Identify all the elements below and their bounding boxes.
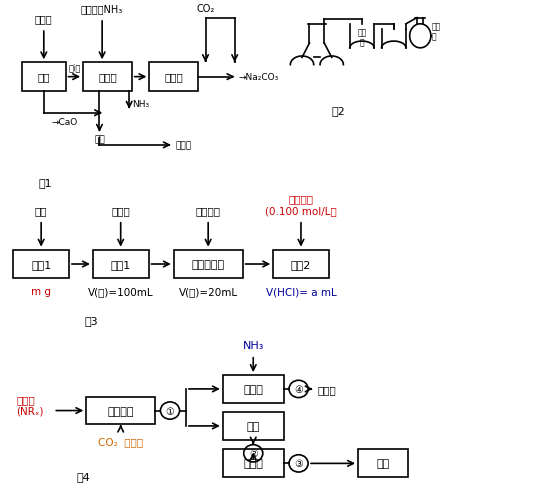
FancyBboxPatch shape bbox=[223, 412, 284, 440]
Text: 称量1: 称量1 bbox=[31, 259, 51, 270]
FancyBboxPatch shape bbox=[223, 450, 284, 477]
Text: ④: ④ bbox=[294, 384, 303, 394]
Text: ②: ② bbox=[249, 448, 257, 458]
Text: 启普
管: 启普 管 bbox=[357, 28, 367, 47]
Text: 水层: 水层 bbox=[247, 421, 260, 431]
Text: 图2: 图2 bbox=[331, 106, 345, 116]
Text: 有机层: 有机层 bbox=[243, 384, 263, 394]
Text: 操作1: 操作1 bbox=[110, 259, 131, 270]
Text: →CaO: →CaO bbox=[52, 117, 78, 126]
Text: 操作2: 操作2 bbox=[291, 259, 311, 270]
FancyBboxPatch shape bbox=[83, 63, 132, 92]
FancyBboxPatch shape bbox=[273, 250, 329, 279]
FancyBboxPatch shape bbox=[13, 250, 69, 279]
Text: 某指示剂: 某指示剂 bbox=[196, 206, 221, 215]
Text: →Na₂CO₃: →Na₂CO₃ bbox=[238, 73, 279, 82]
Text: ①: ① bbox=[166, 406, 174, 416]
Text: V(HCl)= a mL: V(HCl)= a mL bbox=[265, 287, 336, 297]
Text: m g: m g bbox=[31, 287, 51, 297]
Text: CO₂  食盐水: CO₂ 食盐水 bbox=[98, 436, 143, 446]
Text: 石灰石: 石灰石 bbox=[35, 14, 53, 24]
Text: （ⅰ）: （ⅰ） bbox=[68, 63, 80, 72]
Text: NH₃: NH₃ bbox=[132, 99, 149, 108]
FancyBboxPatch shape bbox=[149, 63, 198, 92]
Text: 图4: 图4 bbox=[77, 471, 91, 481]
Text: 图1: 图1 bbox=[38, 178, 52, 188]
Text: CO₂: CO₂ bbox=[196, 4, 215, 14]
Text: 试样: 试样 bbox=[35, 206, 47, 215]
Text: 小苏打: 小苏打 bbox=[243, 458, 263, 469]
Text: V(待)=20mL: V(待)=20mL bbox=[179, 287, 238, 297]
FancyBboxPatch shape bbox=[358, 450, 408, 477]
FancyBboxPatch shape bbox=[22, 63, 66, 92]
Text: 标准盐酸
(0.100 mol/L）: 标准盐酸 (0.100 mol/L） bbox=[265, 194, 337, 215]
Text: 母液: 母液 bbox=[94, 135, 105, 144]
FancyBboxPatch shape bbox=[174, 250, 243, 279]
Text: 蒸馏水: 蒸馏水 bbox=[111, 206, 130, 215]
Text: 副产品: 副产品 bbox=[318, 384, 336, 394]
Text: 纯碱: 纯碱 bbox=[376, 458, 390, 469]
Text: 水储
管: 水储 管 bbox=[432, 22, 441, 42]
Text: 有机溶剂: 有机溶剂 bbox=[108, 406, 134, 416]
FancyBboxPatch shape bbox=[93, 250, 149, 279]
Text: 煅烧: 煅烧 bbox=[37, 73, 50, 82]
Text: NH₃: NH₃ bbox=[243, 340, 264, 350]
Text: V(待)=100mL: V(待)=100mL bbox=[88, 287, 154, 297]
Text: 食盐水、NH₃: 食盐水、NH₃ bbox=[81, 4, 123, 14]
Text: ③: ③ bbox=[294, 458, 303, 469]
FancyBboxPatch shape bbox=[86, 397, 155, 424]
Text: 氨盐化: 氨盐化 bbox=[98, 73, 117, 82]
Text: 有机胺
(NRₓ): 有机胺 (NRₓ) bbox=[16, 394, 44, 416]
Text: 图3: 图3 bbox=[85, 316, 99, 326]
Text: 碳酸化: 碳酸化 bbox=[164, 73, 183, 82]
Text: 量取待测液: 量取待测液 bbox=[191, 259, 225, 270]
FancyBboxPatch shape bbox=[223, 375, 284, 403]
Text: 排出液: 排出液 bbox=[175, 141, 191, 150]
